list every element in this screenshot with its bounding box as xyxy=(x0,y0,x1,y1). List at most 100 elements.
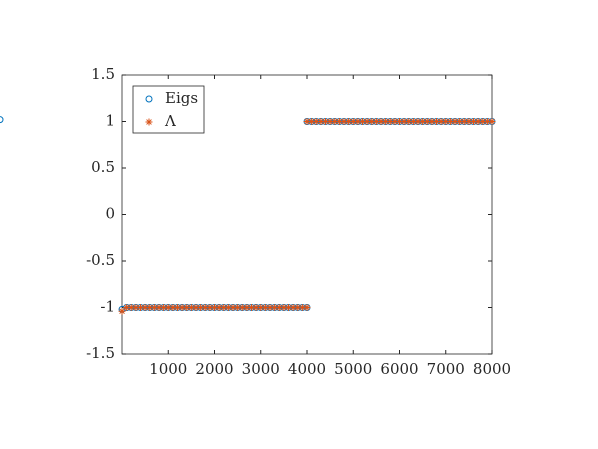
asterisk-marker xyxy=(483,118,491,125)
asterisk-marker xyxy=(303,118,311,125)
asterisk-marker xyxy=(146,304,154,311)
y-tick-label: 1 xyxy=(105,112,115,130)
x-tick-label: 5000 xyxy=(334,360,372,378)
asterisk-marker xyxy=(456,118,464,125)
x-tick-label: 4000 xyxy=(288,360,326,378)
asterisk-marker xyxy=(423,118,431,125)
asterisk-marker xyxy=(405,118,413,125)
asterisk-marker xyxy=(442,118,450,125)
asterisk-marker xyxy=(354,118,362,125)
circle-marker xyxy=(0,116,4,124)
asterisk-marker xyxy=(252,304,260,311)
asterisk-marker xyxy=(335,118,343,125)
asterisk-marker xyxy=(141,304,149,311)
legend-label: Eigs xyxy=(165,89,198,107)
asterisk-marker xyxy=(164,304,172,311)
asterisk-marker xyxy=(308,118,316,125)
asterisk-marker xyxy=(127,304,135,311)
asterisk-marker xyxy=(340,118,348,125)
asterisk-marker xyxy=(326,118,334,125)
asterisk-marker xyxy=(285,304,292,311)
x-tick-label: 1000 xyxy=(149,360,187,378)
asterisk-marker xyxy=(317,118,325,125)
asterisk-marker xyxy=(391,118,399,125)
asterisk-marker xyxy=(234,304,242,311)
asterisk-marker xyxy=(400,118,408,125)
asterisk-marker xyxy=(187,304,195,311)
asterisk-marker xyxy=(266,304,274,311)
asterisk-marker xyxy=(428,118,436,125)
asterisk-marker xyxy=(460,118,468,125)
asterisk-marker xyxy=(470,118,477,125)
asterisk-marker xyxy=(178,304,186,311)
asterisk-marker xyxy=(248,304,255,311)
asterisk-marker xyxy=(183,304,191,311)
asterisk-marker xyxy=(261,304,269,311)
asterisk-marker xyxy=(331,118,339,125)
asterisk-marker xyxy=(474,118,482,125)
asterisk-marker xyxy=(414,118,422,125)
asterisk-marker xyxy=(243,304,251,311)
asterisk-marker xyxy=(220,304,228,311)
asterisk-marker xyxy=(363,118,371,125)
x-tick-label: 3000 xyxy=(242,360,280,378)
asterisk-marker xyxy=(451,118,459,125)
asterisk-marker xyxy=(197,304,205,311)
asterisk-marker xyxy=(271,304,279,311)
asterisk-marker xyxy=(396,118,403,125)
asterisk-marker xyxy=(137,304,144,311)
asterisk-marker xyxy=(224,304,232,311)
x-tick-label: 2000 xyxy=(195,360,233,378)
y-tick-label: -1 xyxy=(100,298,115,316)
asterisk-marker xyxy=(345,118,353,125)
axes-box xyxy=(121,74,493,355)
asterisk-marker xyxy=(359,118,366,125)
y-tick-label: 1.5 xyxy=(91,65,115,83)
asterisk-marker xyxy=(312,118,320,125)
x-tick-label: 7000 xyxy=(427,360,465,378)
asterisk-marker xyxy=(206,304,214,311)
asterisk-marker xyxy=(446,118,454,125)
y-tick-label: -1.5 xyxy=(86,344,115,362)
legend-marker xyxy=(145,95,153,103)
asterisk-marker xyxy=(437,118,445,125)
asterisk-marker xyxy=(419,118,427,125)
asterisk-marker xyxy=(280,304,288,311)
asterisk-marker xyxy=(155,304,163,311)
asterisk-marker xyxy=(201,304,209,311)
y-tick-label: -0.5 xyxy=(86,251,115,269)
legend-label: Λ xyxy=(164,112,176,130)
asterisk-marker xyxy=(275,304,283,311)
y-tick-label: 0.5 xyxy=(91,158,115,176)
asterisk-marker xyxy=(433,118,440,125)
x-tick-label: 6000 xyxy=(380,360,418,378)
asterisk-marker xyxy=(465,118,473,125)
asterisk-marker xyxy=(303,304,311,311)
asterisk-marker xyxy=(169,304,177,311)
asterisk-marker xyxy=(211,304,218,311)
y-tick-label: 0 xyxy=(105,205,115,223)
asterisk-marker xyxy=(160,304,168,311)
x-tick-label: 8000 xyxy=(473,360,511,378)
asterisk-marker xyxy=(322,118,329,125)
asterisk-marker xyxy=(174,304,181,311)
asterisk-marker xyxy=(479,118,487,125)
asterisk-marker xyxy=(257,304,265,311)
asterisk-marker xyxy=(386,118,394,125)
asterisk-marker xyxy=(150,304,158,311)
asterisk-marker xyxy=(192,304,200,311)
asterisk-marker xyxy=(377,118,385,125)
asterisk-marker xyxy=(349,118,357,125)
asterisk-marker xyxy=(229,304,237,311)
asterisk-marker xyxy=(409,118,417,125)
asterisk-marker xyxy=(118,307,126,315)
asterisk-marker xyxy=(372,118,380,125)
asterisk-marker xyxy=(294,304,302,311)
asterisk-marker xyxy=(488,118,496,125)
asterisk-marker xyxy=(238,304,246,311)
legend-box xyxy=(132,85,205,134)
asterisk-marker xyxy=(123,304,131,311)
asterisk-marker xyxy=(368,118,376,125)
